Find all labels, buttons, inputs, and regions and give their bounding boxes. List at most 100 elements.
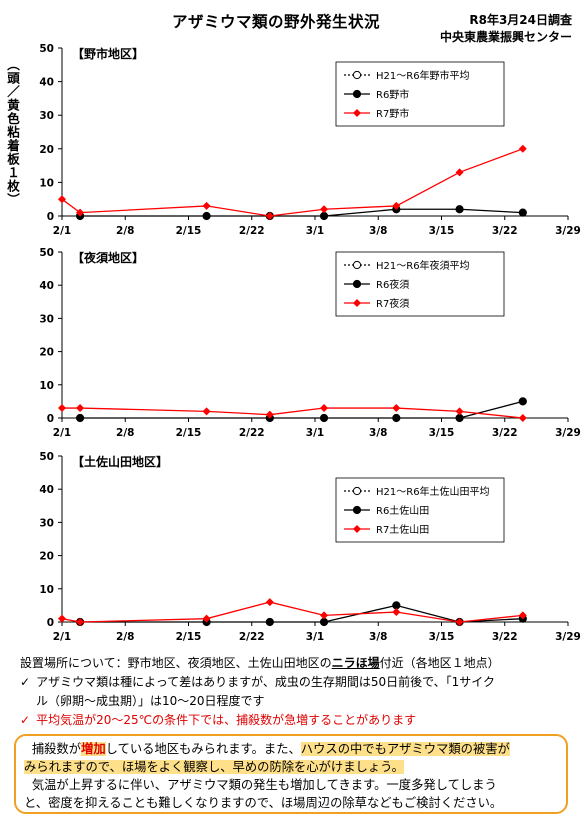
legend-label: R7夜須: [376, 297, 409, 310]
x-tick-label: 2/22: [239, 631, 265, 643]
x-tick-label: 3/1: [306, 427, 324, 439]
bullet-1-cont: ル（卵期～成虫期）」は10～20日程度です: [36, 694, 265, 708]
data-point: [319, 413, 329, 423]
y-tick-label: 50: [39, 451, 54, 463]
x-tick-label: 3/1: [306, 225, 324, 237]
advice-text: している地区もみられます。また、: [105, 742, 301, 756]
advice-emphasis: 増加: [81, 742, 106, 756]
survey-info: R8年3月24日調査 中央東農業振興センター: [440, 12, 572, 46]
advice-text: 捕殺数が: [31, 742, 82, 756]
x-tick-label: 3/8: [369, 225, 387, 237]
setup-note-field: ニラほ場: [331, 656, 380, 670]
advice-line-4: と、密度を抑えることも難しくなりますので、ほ場周辺の除草などもご検討ください。: [24, 794, 558, 812]
x-tick-label: 3/29: [555, 225, 581, 237]
data-point: [518, 611, 527, 620]
legend-marker: [353, 525, 361, 533]
x-tick-label: 2/15: [176, 225, 202, 237]
data-point: [75, 413, 85, 423]
legend-marker: [353, 109, 361, 117]
legend-label: H21～R6年土佐山田平均: [376, 485, 490, 498]
data-point: [455, 407, 464, 416]
data-point: [265, 598, 274, 607]
legend: H21～R6年野市平均 R6野市 R7野市: [335, 61, 505, 127]
bullet-1-text: アザミウマ類は種によって差はありますが、成虫の生存期間は50日前後で、「1サイク: [36, 675, 496, 689]
advice-line-2: みられますので、ほ場をよく観察し、早めの防除を心がけましょう。: [24, 758, 558, 776]
y-tick-label: 0: [47, 413, 54, 425]
chart-title: 【野市地区】: [72, 46, 144, 61]
y-tick-label: 10: [39, 177, 54, 189]
series-line: [62, 407, 523, 419]
data-point: [320, 404, 329, 413]
x-tick-label: 3/15: [429, 631, 455, 643]
chart-tosayamada: 0 10 20 30 40 50 2/1 2/8 2/15 2/22 3/1 3/8 3/15 3/22 3…: [39, 451, 581, 643]
legend-marker: [352, 89, 362, 99]
legend-label: H21～R6年夜須平均: [376, 259, 470, 272]
setup-note-text: 設置場所について：野市地区、夜須地区、土佐山田地区の: [20, 656, 332, 670]
y-tick-label: 0: [47, 211, 54, 223]
x-tick-label: 2/1: [53, 631, 71, 643]
advice-highlight: ハウスの中でもアザミウマ類の被害が: [300, 742, 510, 756]
data-point: [202, 614, 211, 623]
y-tick-label: 10: [39, 584, 54, 596]
data-point: [265, 410, 274, 419]
legend-label: H21～R6年野市平均: [376, 69, 470, 82]
y-tick-label: 0: [47, 617, 54, 629]
y-axis-label: （頭／黄色粘着板１枚）: [5, 58, 20, 207]
y-tick-label: 10: [39, 380, 54, 392]
series-line: [61, 148, 524, 217]
data-point: [76, 208, 85, 217]
data-point: [518, 397, 527, 406]
legend: H21～R6年土佐山田平均 R6土佐山田 R7土佐山田: [335, 477, 505, 543]
advice-highlight: みられますので、ほ場をよく観察し、早めの防除を心がけましょう。: [24, 760, 404, 774]
data-point: [76, 404, 85, 413]
legend-marker: [352, 70, 362, 80]
y-tick-label: 50: [39, 43, 54, 55]
y-tick-label: 30: [39, 517, 54, 529]
data-point: [455, 618, 464, 626]
x-tick-label: 2/22: [239, 427, 265, 439]
y-tick-label: 20: [39, 551, 54, 563]
y-tick-label: 50: [39, 247, 54, 259]
series-3: [58, 144, 527, 220]
data-point: [58, 195, 66, 204]
bullet-1: ✓ アザミウマ類は種によって差はありますが、成虫の生存期間は50日前後で、「1サイ…: [20, 673, 580, 692]
data-point: [265, 212, 274, 220]
data-point: [518, 144, 527, 153]
page-title: アザミウマ類の野外発生状況: [172, 13, 381, 31]
data-point: [265, 617, 274, 627]
chart-title: 【土佐山田地区】: [72, 454, 168, 469]
data-point: [392, 608, 401, 617]
survey-date: R8年3月24日調査: [469, 13, 572, 27]
check-icon: ✓: [20, 675, 31, 689]
notes: 設置場所について：野市地区、夜須地区、土佐山田地区のニラほ場付近（各地区１地点）…: [20, 654, 580, 730]
data-point: [392, 201, 401, 210]
data-point: [202, 407, 211, 416]
chart-title: 【夜須地区】: [72, 250, 144, 265]
legend-label: R6土佐山田: [376, 504, 429, 517]
x-tick-label: 3/8: [369, 427, 387, 439]
series-line: [80, 400, 523, 419]
x-tick-label: 3/22: [492, 427, 518, 439]
legend-label: R7土佐山田: [376, 523, 429, 536]
y-tick-label: 40: [39, 77, 54, 89]
legend-marker: [352, 279, 362, 289]
x-tick-label: 3/22: [492, 225, 518, 237]
setup-note-tail: 付近（各地区１地点）: [379, 656, 500, 670]
x-tick-label: 2/15: [176, 631, 202, 643]
data-point: [392, 413, 401, 423]
advice-line-1: 捕殺数が増加している地区もみられます。また、ハウスの中でもアザミウマ類の被害が: [24, 740, 558, 758]
bullet-2-text: 平均気温が20～25℃の条件下では、捕殺数が急増することがあります: [36, 713, 417, 727]
y-tick-label: 30: [39, 110, 54, 122]
y-tick-label: 40: [39, 484, 54, 496]
legend-marker: [352, 260, 362, 270]
legend-label: R6野市: [376, 88, 409, 101]
check-icon: ✓: [20, 713, 31, 727]
data-point: [319, 617, 329, 627]
x-tick-label: 3/1: [306, 631, 324, 643]
x-tick-label: 2/22: [239, 225, 265, 237]
bullet-2: ✓ 平均気温が20～25℃の条件下では、捕殺数が急増することがあります: [20, 711, 580, 730]
data-point: [392, 601, 401, 610]
y-tick-label: 20: [39, 347, 54, 359]
x-tick-label: 3/29: [555, 427, 581, 439]
data-point: [455, 168, 464, 177]
